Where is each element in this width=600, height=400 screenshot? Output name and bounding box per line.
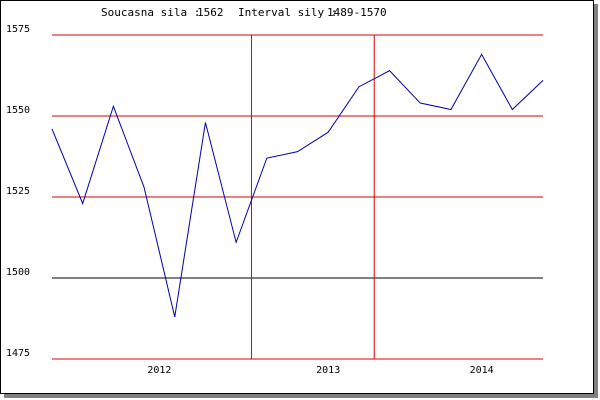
y-tick-label-1475: 1475 — [6, 348, 30, 359]
strength-interval-value: 1489-1570 — [327, 6, 387, 19]
y-tick-label-1575: 1575 — [6, 24, 30, 35]
current-strength-value: 1562 — [197, 6, 224, 19]
y-tick-label-1500: 1500 — [6, 267, 30, 278]
series-line-0 — [51, 53, 544, 317]
y-tick-labels: 1475 1500 1525 1550 1575 — [6, 24, 30, 359]
y-tick-label-1550: 1550 — [6, 105, 30, 116]
y-tick-label-1525: 1525 — [6, 186, 30, 197]
grid — [52, 34, 543, 360]
current-strength-label: Soucasna sila : — [101, 6, 207, 19]
x-tick-labels: 2012 2013 2014 — [147, 365, 493, 376]
x-tick-label-2014: 2014 — [470, 365, 494, 376]
x-tick-label-2012: 2012 — [147, 365, 171, 376]
strength-interval-label: Interval sily : — [238, 6, 344, 19]
x-tick-label-2013: 2013 — [316, 365, 340, 376]
series — [51, 53, 544, 317]
